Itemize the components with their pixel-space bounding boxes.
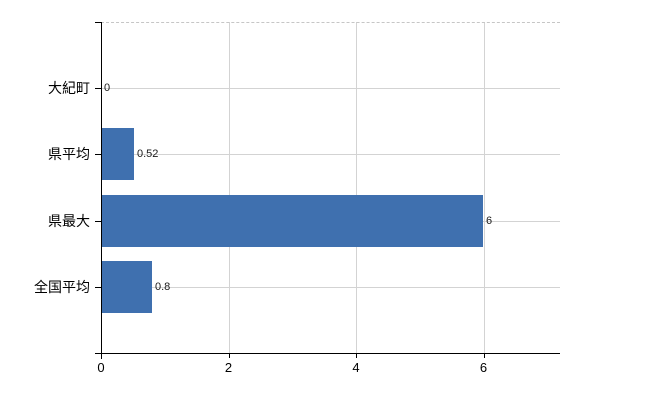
plot-top-border: [101, 22, 560, 23]
gridline-vertical: [228, 22, 230, 353]
gridline-horizontal: [101, 88, 560, 89]
x-axis-tick: [356, 353, 357, 358]
gridline-vertical: [356, 22, 357, 353]
gridline-horizontal: [101, 154, 560, 155]
y-axis: [101, 22, 102, 359]
gridline-vertical: [483, 22, 485, 353]
x-axis-tick: [483, 353, 485, 358]
bar: [101, 128, 134, 180]
category-label: 県最大: [48, 212, 90, 229]
y-axis-top-tick: [95, 22, 101, 23]
bar-value-label: 6: [486, 214, 493, 227]
category-label: 県平均: [48, 146, 90, 163]
bar: [101, 261, 152, 313]
bar-value-label: 0.52: [137, 148, 159, 161]
bar-value-label: 0.8: [155, 280, 171, 293]
category-label: 全国平均: [34, 278, 90, 295]
x-tick-label: 4: [352, 360, 360, 375]
y-axis-tick: [95, 287, 101, 288]
x-tick-label: 6: [479, 360, 488, 375]
category-label: 大紀町: [48, 80, 90, 97]
x-axis-tick: [228, 353, 230, 358]
x-tick-label: 0: [97, 360, 105, 375]
x-tick-label: 2: [224, 360, 233, 375]
y-axis-tick: [95, 88, 101, 89]
bar: [101, 195, 483, 247]
y-axis-tick: [95, 154, 101, 155]
x-axis: [95, 353, 560, 354]
gridline-horizontal: [101, 287, 560, 288]
bar-value-label: 0: [104, 82, 111, 95]
y-axis-tick: [95, 221, 101, 222]
